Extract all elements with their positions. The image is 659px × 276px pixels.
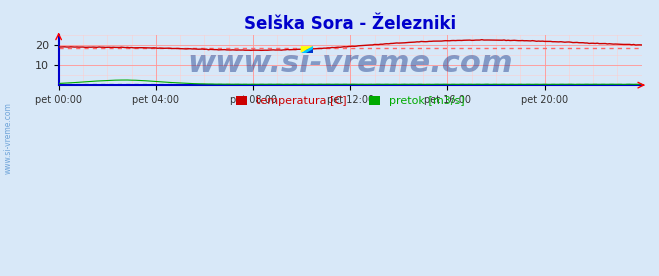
Title: Selška Sora - Železniki: Selška Sora - Železniki	[244, 15, 456, 33]
Legend: temperatura [C], pretok [m3/s]: temperatura [C], pretok [m3/s]	[231, 92, 469, 111]
Text: www.si-vreme.com: www.si-vreme.com	[187, 49, 513, 78]
Polygon shape	[306, 49, 314, 53]
Text: www.si-vreme.com: www.si-vreme.com	[3, 102, 13, 174]
Polygon shape	[301, 46, 314, 53]
Polygon shape	[301, 46, 314, 53]
